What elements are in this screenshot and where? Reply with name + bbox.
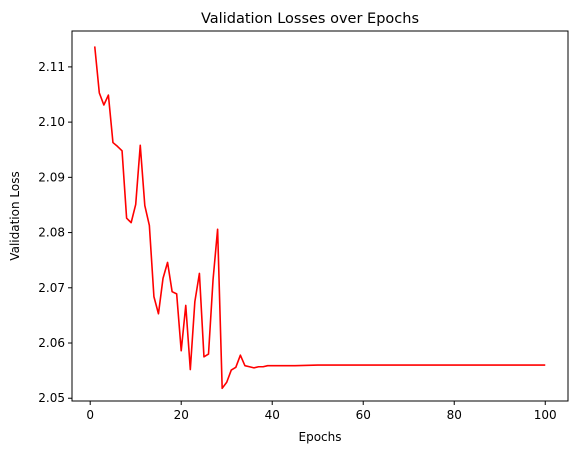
y-tick-label: 2.06 [38,336,65,350]
x-tick-label: 100 [534,408,557,422]
y-tick-label: 2.07 [38,281,65,295]
x-tick-label: 60 [356,408,371,422]
x-tick-label: 0 [86,408,94,422]
x-tick-label: 20 [174,408,189,422]
y-tick-label: 2.10 [38,115,65,129]
x-tick-label: 40 [265,408,280,422]
x-tick-label: 80 [447,408,462,422]
y-tick-label: 2.11 [38,60,65,74]
y-axis: 2.05 2.06 2.07 2.08 2.09 2.10 2.11 [38,60,72,405]
x-axis-label: Epochs [299,430,342,444]
x-axis: 0 20 40 60 80 100 [86,401,557,422]
plot-area [93,46,546,390]
y-axis-label: Validation Loss [8,171,22,260]
y-tick-label: 2.09 [38,170,65,184]
y-tick-label: 2.08 [38,226,65,240]
plot-frame [71,30,569,402]
chart-title: Validation Losses over Epochs [201,11,419,27]
series-line [93,46,546,390]
y-tick-label: 2.05 [38,391,65,405]
